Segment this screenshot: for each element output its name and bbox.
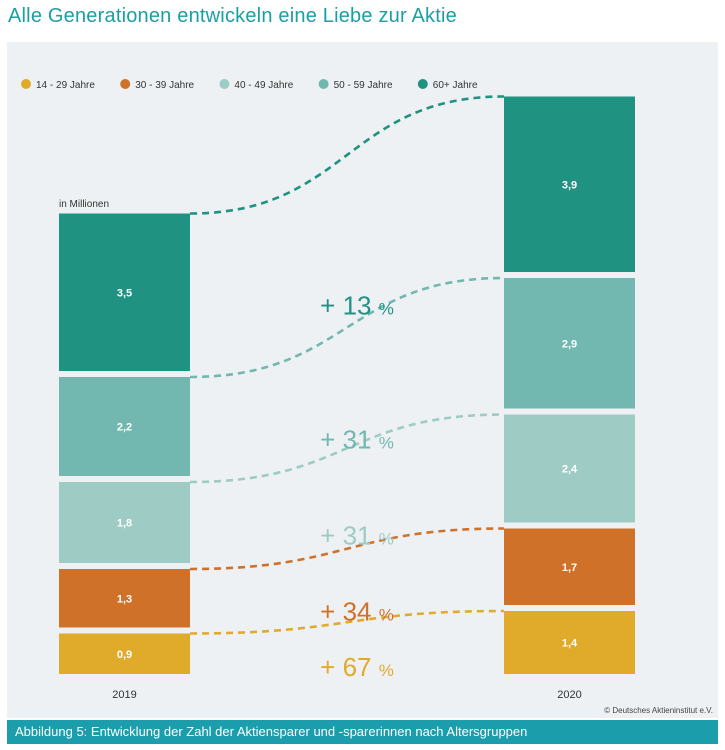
legend-label-2: 40 - 49 Jahre [234,80,293,91]
legend-swatch-3 [318,79,329,89]
bar-value-label: 2,2 [117,422,132,434]
growth-label-2: + 31 % [320,521,394,551]
bar-value-label: 1,8 [117,518,132,530]
bar-2020-4 [504,96,635,272]
bar-2019-2 [59,482,190,563]
legend-swatch-2 [219,79,230,89]
copyright-credit: © Deutsches Aktieninstitut e.V. [604,706,713,715]
bar-2020-2 [504,414,635,523]
legend-label-3: 50 - 59 Jahre [334,80,393,91]
bar-value-label: 1,7 [562,562,577,574]
legend-label-0: 14 - 29 Jahre [36,80,95,91]
legend-swatch-4 [417,79,428,89]
category-label-2020: 2020 [557,689,581,701]
connector-4 [189,95,505,215]
bar-value-label: 1,3 [117,593,132,605]
bar-value-label: 0,9 [117,649,132,661]
chart-panel: 14 - 29 Jahre 30 - 39 Jahre 40 - 49 Jahre 5… [7,42,718,718]
stacked-bar-chart: 14 - 29 Jahre 30 - 39 Jahre 40 - 49 Jahre 5… [21,79,635,701]
bar-value-label: 3,5 [117,287,132,299]
legend-label-4: 60+ Jahre [433,80,478,91]
bar-2019-4 [59,213,190,371]
bar-2019-0 [59,633,190,674]
legend-swatch-1 [120,79,131,89]
figure-caption: Abbildung 5: Entwicklung der Zahl der Ak… [7,720,718,744]
connector-2 [189,413,505,484]
growth-label-4: + 13 % [320,290,394,320]
category-label-2019: 2019 [112,689,136,701]
bar-2019-1 [59,569,190,628]
unit-label: in Millionen [59,199,109,210]
growth-label-0: + 67 % [320,652,394,682]
growth-label-1: + 34 % [320,596,394,626]
connector-0 [189,609,505,635]
bar-value-label: 3,9 [562,179,577,191]
bar-2019-3 [59,377,190,476]
connector-1 [189,527,505,571]
bar-2020-0 [504,611,635,674]
bar-2020-3 [504,278,635,409]
legend-label-1: 30 - 39 Jahre [135,80,194,91]
bar-2020-1 [504,528,635,605]
growth-label-3: + 31 % [320,425,394,455]
legend-swatch-0 [21,79,31,89]
bar-value-label: 2,4 [562,464,578,476]
bar-value-label: 1,4 [562,638,578,650]
page-title: Alle Generationen entwickeln eine Liebe … [8,5,457,27]
connector-3 [189,276,505,379]
bar-value-label: 2,9 [562,338,577,350]
